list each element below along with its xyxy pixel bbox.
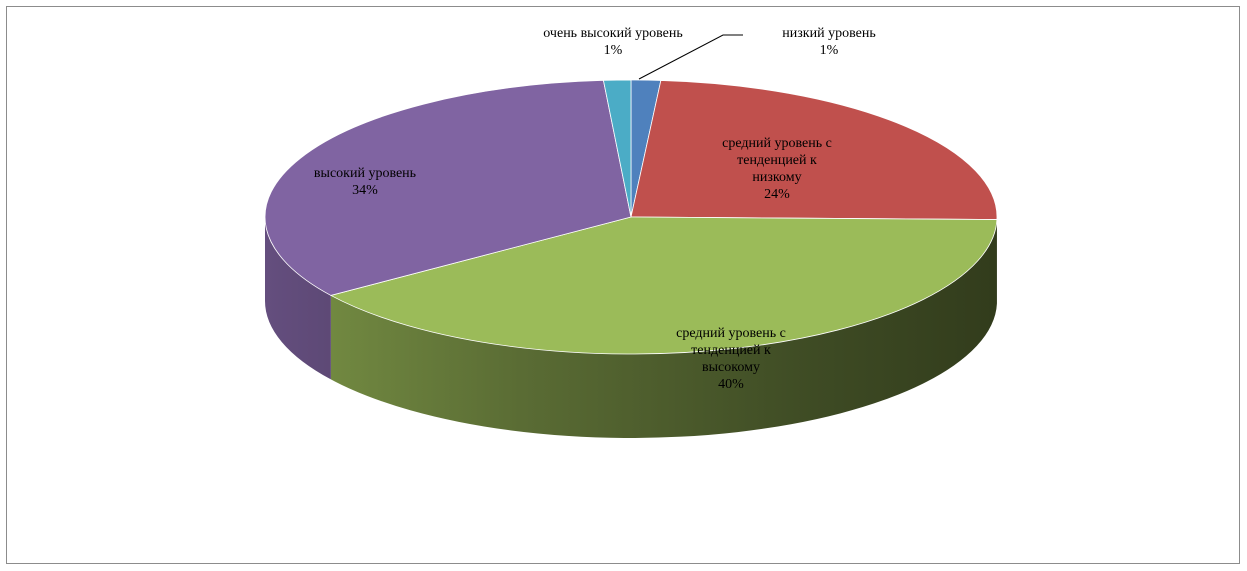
- data-label-category: высокому: [702, 360, 760, 375]
- data-label-percent: 1%: [604, 43, 623, 58]
- data-label-percent: 24%: [764, 187, 790, 202]
- data-label-category: низкому: [752, 170, 801, 185]
- chart-frame: низкий уровень 1% средний уровень с тенденц…: [6, 6, 1240, 564]
- data-label-category: тенденцией к: [691, 343, 771, 358]
- pie-slice-4: [602, 79, 632, 218]
- data-label-percent: 1%: [820, 43, 839, 58]
- pie-slice-2: [329, 216, 998, 355]
- data-label-percent: 40%: [718, 377, 744, 392]
- leader-line-0: [638, 34, 743, 80]
- pie-side-3: [265, 217, 331, 380]
- data-label-2: средний уровень с тенденцией к высокому 40%: [676, 326, 786, 392]
- data-label-category: средний уровень с: [722, 136, 832, 151]
- data-label-category: высокий уровень: [314, 166, 416, 181]
- data-labels: низкий уровень 1% средний уровень с тенденц…: [314, 26, 876, 392]
- data-label-category: средний уровень с: [676, 326, 786, 341]
- data-label-category: низкий уровень: [782, 26, 875, 41]
- data-label-4: очень высокий уровень 1%: [543, 26, 682, 58]
- pie-side-2: [330, 219, 997, 438]
- data-label-1: средний уровень с тенденцией к низкому 24%: [722, 136, 832, 202]
- pie-slice-3: [264, 79, 632, 296]
- pie-sides: [265, 217, 997, 438]
- data-label-0: низкий уровень 1%: [782, 26, 875, 58]
- pie-slice-1: [630, 80, 998, 220]
- data-label-3: высокий уровень 34%: [314, 166, 416, 198]
- data-label-percent: 34%: [352, 183, 378, 198]
- data-label-category: тенденцией к: [737, 153, 817, 168]
- data-label-category: очень высокий уровень: [543, 26, 682, 41]
- leader-lines: [638, 34, 743, 80]
- pie-tops: [264, 79, 998, 355]
- pie-chart: низкий уровень 1% средний уровень с тенденц…: [264, 26, 998, 438]
